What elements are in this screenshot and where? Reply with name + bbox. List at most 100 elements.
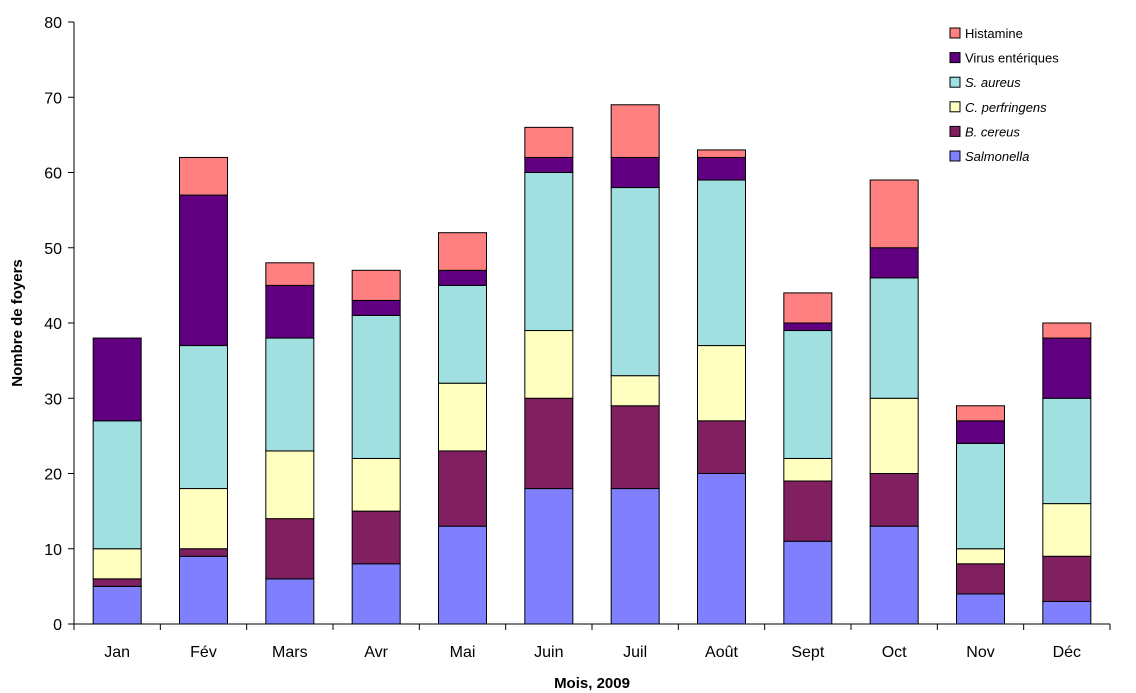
- bar-Fév-s-aureus: [179, 345, 228, 490]
- y-tick-label: 80: [44, 15, 62, 32]
- legend-label: C. perfringens: [965, 100, 1047, 115]
- bar-Avr-salmonella: [351, 563, 401, 625]
- legend-swatch: [949, 52, 961, 64]
- y-tick-label: 0: [53, 617, 62, 634]
- bar-Sept-histamine: [783, 292, 833, 324]
- bar-Fév-histamine: [179, 156, 228, 196]
- x-tick-label: Juin: [534, 644, 563, 661]
- legend-swatch: [949, 76, 961, 88]
- x-tick-label: Jan: [104, 644, 130, 661]
- bar-Juil-s-aureus: [610, 187, 660, 377]
- bar-Août-virus-ent-riques: [697, 156, 746, 181]
- bar-Juil-b-cereus: [610, 405, 660, 490]
- bar-Nov-c-perfringens: [956, 548, 1005, 565]
- y-tick-label: 30: [44, 391, 62, 408]
- x-tick-label: Déc: [1053, 644, 1081, 661]
- legend-swatch: [949, 101, 961, 113]
- legend-label: Salmonella: [965, 149, 1029, 164]
- bar-Mars-s-aureus: [265, 337, 315, 452]
- x-tick-label: Fév: [190, 644, 217, 661]
- bar-Nov-salmonella: [956, 593, 1005, 625]
- bar-Oct-c-perfringens: [869, 397, 919, 474]
- bar-Oct-histamine: [869, 179, 919, 249]
- bar-Juin-virus-ent-riques: [524, 156, 574, 173]
- bar-Mars-salmonella: [265, 578, 315, 625]
- bar-Juil-c-perfringens: [610, 375, 660, 407]
- bar-Fév-c-perfringens: [179, 488, 228, 550]
- bar-Sept-salmonella: [783, 540, 833, 625]
- y-ticks: 0 10 20 30 40 50 60 70 80: [44, 15, 74, 634]
- bar-Avr-virus-ent-riques: [351, 299, 401, 316]
- bar-Avr-b-cereus: [351, 510, 401, 565]
- bar-Sept-c-perfringens: [783, 457, 833, 482]
- bar-Fév-b-cereus: [179, 548, 228, 557]
- bar-Mars-histamine: [265, 262, 315, 286]
- bar-Mars-virus-ent-riques: [265, 284, 315, 339]
- x-tick-label: Mai: [450, 644, 476, 661]
- legend: Histamine Virus entériques S. aureus C. per…: [949, 26, 1059, 164]
- bar-Oct-b-cereus: [869, 473, 919, 527]
- legend-swatch: [949, 150, 961, 162]
- bar-Fév-salmonella: [179, 555, 228, 625]
- x-tick-label: Avr: [364, 644, 388, 661]
- x-axis-title: Mois, 2009: [554, 675, 630, 692]
- x-tick-label: Mars: [272, 644, 308, 661]
- bar-Avr-s-aureus: [351, 314, 401, 459]
- y-tick-label: 10: [44, 542, 62, 559]
- bar-Mars-b-cereus: [265, 518, 315, 580]
- bar-Juin-c-perfringens: [524, 330, 574, 399]
- bar-Août-c-perfringens: [697, 345, 746, 422]
- legend-label: S. aureus: [965, 75, 1021, 90]
- y-tick-label: 70: [44, 90, 62, 107]
- bar-Avr-histamine: [351, 269, 401, 301]
- bar-Août-salmonella: [697, 473, 746, 625]
- bar-Juil-salmonella: [610, 488, 660, 625]
- x-tick-label: Août: [705, 644, 738, 661]
- bar-Déc-b-cereus: [1042, 555, 1092, 602]
- bar-Déc-s-aureus: [1042, 397, 1092, 505]
- bar-Juin-histamine: [524, 126, 574, 158]
- x-tick-label: Nov: [966, 644, 994, 661]
- bar-Déc-virus-ent-riques: [1042, 337, 1092, 399]
- bar-Oct-virus-ent-riques: [869, 247, 919, 279]
- bar-Jan-s-aureus: [92, 420, 142, 550]
- bar-Mai-c-perfringens: [438, 382, 487, 452]
- bar-Mai-salmonella: [438, 525, 487, 625]
- bar-Sept-virus-ent-riques: [783, 322, 833, 332]
- bar-Déc-histamine: [1042, 322, 1092, 339]
- bar-Août-b-cereus: [697, 420, 746, 475]
- bar-Oct-s-aureus: [869, 277, 919, 399]
- legend-label: Virus entériques: [965, 51, 1059, 66]
- bar-Fév-virus-ent-riques: [179, 194, 228, 347]
- bar-Juin-salmonella: [524, 488, 574, 625]
- legend-swatch: [949, 27, 961, 39]
- x-ticks: Jan Fév Mars Avr Mai Juin Juil Août Sept Oct Nov Dé…: [73, 624, 1111, 661]
- legend-label: Histamine: [965, 26, 1023, 41]
- legend-label: B. cereus: [965, 124, 1020, 139]
- bar-Jan-b-cereus: [92, 578, 142, 587]
- y-tick-label: 20: [44, 467, 62, 484]
- bars-layer: [92, 104, 1092, 625]
- bar-Nov-virus-ent-riques: [956, 420, 1005, 444]
- bar-Nov-histamine: [956, 405, 1005, 422]
- bar-Juil-histamine: [610, 104, 660, 158]
- x-tick-label: Juil: [623, 644, 647, 661]
- bar-Mai-virus-ent-riques: [438, 269, 487, 286]
- y-tick-label: 50: [44, 241, 62, 258]
- bar-Août-s-aureus: [697, 179, 746, 347]
- bar-Mai-histamine: [438, 232, 487, 271]
- bar-Juin-s-aureus: [524, 172, 574, 332]
- bar-Jan-c-perfringens: [92, 548, 142, 580]
- bar-Oct-salmonella: [869, 525, 919, 625]
- bar-Nov-b-cereus: [956, 563, 1005, 595]
- bar-Juil-virus-ent-riques: [610, 156, 660, 189]
- y-axis-title: Nombre de foyers: [9, 259, 26, 387]
- bar-Déc-c-perfringens: [1042, 503, 1092, 557]
- bar-Jan-salmonella: [92, 585, 142, 625]
- bar-Nov-s-aureus: [956, 442, 1005, 550]
- x-tick-label: Sept: [791, 644, 824, 661]
- bar-Août-histamine: [697, 149, 746, 158]
- bar-Mars-c-perfringens: [265, 450, 315, 520]
